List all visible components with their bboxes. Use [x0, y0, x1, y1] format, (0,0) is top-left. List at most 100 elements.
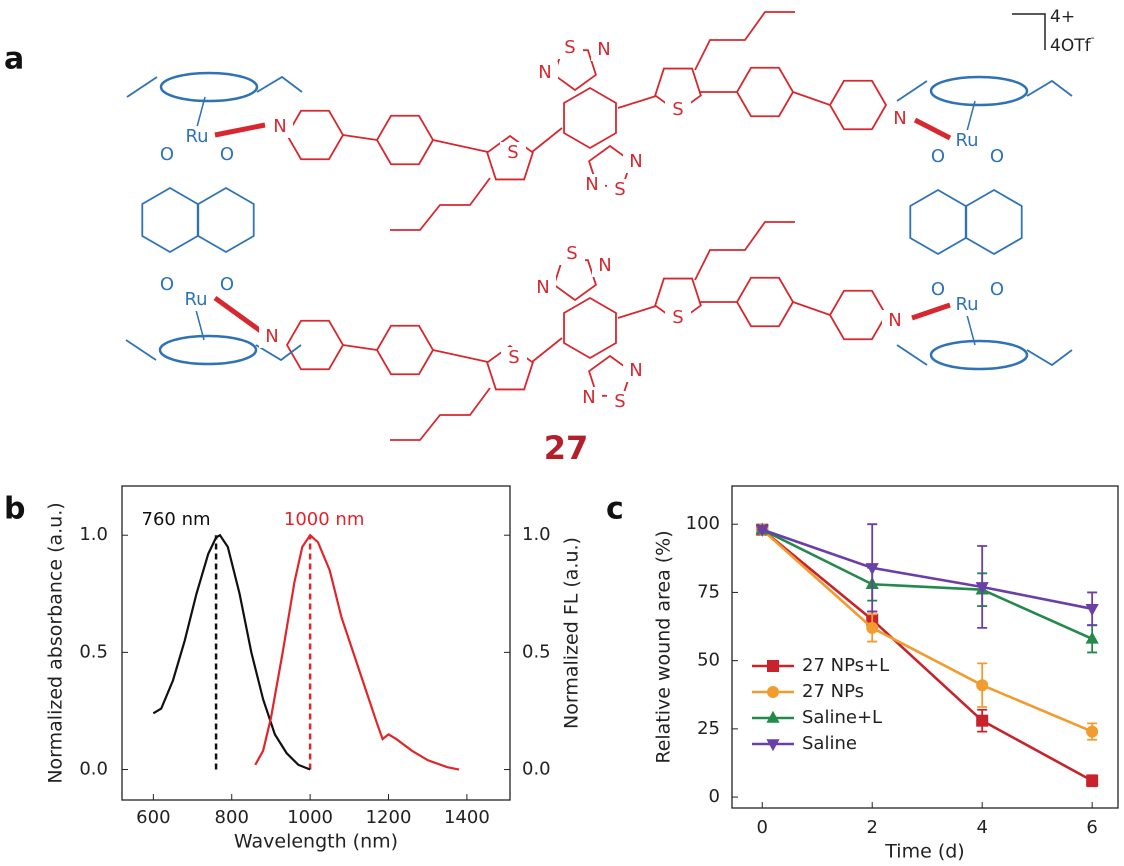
legend-label: 27 NPs+L [802, 655, 889, 676]
y-tick-label: 0.0 [79, 759, 108, 780]
x-tick-label: 600 [136, 807, 170, 828]
y-axis-title: Normalized absorbance (a.u.) [45, 502, 67, 783]
bond [342, 134, 378, 141]
series-line [761, 528, 1093, 641]
y-tick-label: 75 [697, 581, 720, 602]
butyl-chain [694, 11, 795, 71]
butyl-chain [390, 387, 491, 441]
charge: 4+ [1050, 7, 1075, 27]
atom-bg [532, 62, 558, 84]
x-tick-label: 1200 [366, 807, 412, 828]
atom-bg [925, 279, 951, 301]
atom-label: N [538, 62, 551, 83]
phenyl-ring [375, 114, 435, 166]
y-tick-label: 1.0 [79, 524, 108, 545]
atom-label: S [672, 307, 683, 328]
bond [531, 337, 563, 363]
legend-marker [767, 686, 779, 698]
bond [966, 314, 976, 346]
atom-bg [579, 174, 605, 196]
marker [976, 679, 989, 692]
bond [617, 95, 657, 109]
x-axis-title: Wavelength (nm) [234, 831, 398, 853]
atom-bg [183, 289, 209, 311]
ru-n-bond [214, 122, 266, 138]
atom-label: N [582, 387, 595, 408]
y-tick-label: 50 [697, 650, 720, 671]
series-line [761, 528, 1093, 782]
panel-label: a [4, 42, 24, 77]
panel-label: c [606, 492, 624, 527]
spectrum-line [152, 533, 311, 771]
pyridine-ring [285, 109, 345, 161]
atom-label: N [585, 174, 598, 195]
atom-label: N [597, 39, 610, 60]
bond [432, 139, 489, 153]
phenyl-ring [375, 324, 435, 376]
bond [966, 100, 976, 132]
legend-label: Saline+L [802, 707, 882, 728]
atom-bg [925, 146, 951, 168]
annotation: 760 nm [142, 509, 211, 530]
atom-bg [623, 360, 649, 382]
atom-label: S [566, 243, 577, 264]
quinone-ring [965, 188, 1023, 256]
atom-bg [954, 130, 980, 152]
counterion-charge: - [1091, 31, 1095, 44]
atom-label: S [508, 347, 519, 368]
y-tick-label: 0 [709, 786, 720, 807]
atom-bg [267, 116, 293, 138]
bond [617, 305, 657, 319]
ru-n-bond [913, 117, 952, 141]
atom-label: Ru [185, 126, 208, 147]
bond [196, 96, 206, 128]
atom-label: O [160, 144, 174, 165]
phenyl-ring [735, 66, 795, 118]
y2-tick-label: 1.0 [522, 524, 551, 545]
annotation: 1000 nm [284, 509, 364, 530]
panel-label: b [4, 492, 25, 527]
atom-label: N [893, 108, 906, 129]
thiophene-ring [654, 67, 702, 114]
atom-label: N [273, 116, 286, 137]
bond [342, 344, 378, 351]
series [755, 523, 1099, 629]
charge-bracket [1012, 13, 1046, 50]
isopropyl [1026, 349, 1073, 367]
legend-marker [766, 710, 780, 723]
atom-bg [882, 310, 908, 332]
atom-label: Ru [955, 294, 978, 315]
legend-marker [766, 739, 780, 752]
cymene-ring [929, 75, 1029, 107]
series-line [761, 528, 1093, 733]
atom-bg [665, 99, 691, 121]
y2-tick-label: 0.0 [522, 759, 551, 780]
phenyl-ring [735, 276, 795, 328]
atom-label: N [629, 151, 642, 172]
cymene-ring [159, 71, 259, 103]
atom-bg [984, 279, 1010, 301]
atom-bg [607, 391, 633, 413]
atom-bg [154, 274, 180, 296]
atom-label: O [931, 279, 945, 300]
x-tick-label: 6 [1086, 817, 1097, 838]
atom-bg [530, 277, 556, 299]
atom-label: S [672, 99, 683, 120]
marker [1085, 631, 1099, 644]
atom-bg [607, 179, 633, 201]
atom-label: O [220, 144, 234, 165]
isopropyl [1026, 79, 1073, 97]
plot-frame [121, 485, 511, 801]
atom-label: O [220, 274, 234, 295]
pyridine-ring [828, 79, 888, 131]
quinone-ring [909, 188, 967, 256]
atom-label: S [614, 179, 625, 200]
atom-label: N [598, 255, 611, 276]
atom-label: S [564, 37, 575, 58]
atom-bg [184, 126, 210, 148]
legend-marker [767, 660, 779, 672]
series [755, 522, 1099, 654]
x-tick-label: 800 [215, 807, 249, 828]
compound-number: 27 [544, 429, 589, 467]
atom-bg [576, 387, 602, 409]
